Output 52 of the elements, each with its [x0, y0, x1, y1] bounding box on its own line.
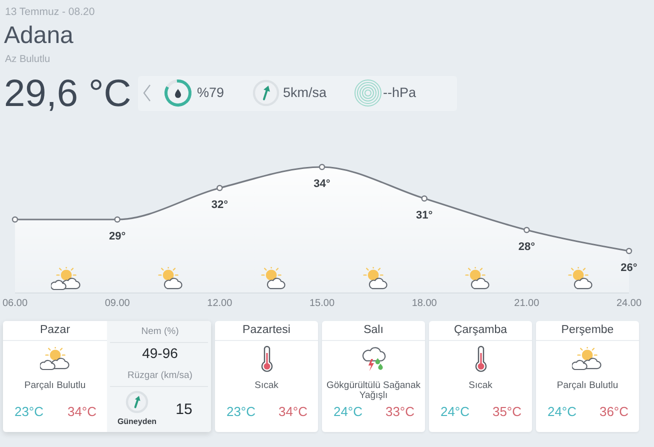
text: Az Bulutlu — [5, 54, 50, 66]
point — [318, 164, 326, 170]
point — [524, 226, 530, 234]
data-label: 28° — [518, 241, 535, 253]
point — [12, 216, 18, 223]
text: 5km/sa — [283, 84, 327, 102]
x-tick-label: 24.00 — [616, 298, 642, 310]
annotation: Nem (%) — [141, 326, 179, 338]
text: --hPa — [383, 84, 416, 102]
annotation: Güneyden — [117, 417, 157, 427]
data-label: 31° — [416, 210, 433, 222]
data-label: 29° — [109, 230, 126, 242]
data-label: 34° — [314, 178, 330, 190]
x-tick-label: 21.00 — [514, 298, 540, 310]
text: Adana — [4, 22, 74, 50]
annotation: 49-96 — [142, 344, 178, 362]
category-label: Çarşamba — [454, 324, 508, 338]
category-label: Perşembe — [561, 324, 614, 338]
category-label: Salı — [364, 324, 384, 338]
annotation: 23°C — [14, 404, 44, 420]
text: %79 — [197, 84, 224, 102]
x-tick-label: 12.00 — [207, 298, 233, 310]
x-tick-label: 18.00 — [412, 298, 438, 310]
annotation: 24°C — [333, 404, 363, 420]
annotation: 24°C — [440, 404, 470, 420]
annotation: Sıcak — [254, 380, 280, 392]
annotation: 35°C — [492, 404, 522, 420]
annotation: 36°C — [599, 404, 629, 420]
annotation: Gökgürültülü Sağanak Yağışlı — [325, 380, 422, 401]
point — [626, 248, 632, 254]
point — [114, 216, 120, 223]
point — [216, 184, 223, 192]
annotation: 23°C — [226, 404, 256, 420]
annotation: 34°C — [278, 404, 308, 420]
x-tick-label: 15.00 — [309, 298, 335, 310]
annotation: Parçalı Bulutlu — [23, 380, 87, 392]
data-label: 32° — [211, 199, 228, 211]
point — [421, 195, 428, 202]
text: 29,6 °C — [4, 72, 132, 118]
annotation: 34°C — [67, 404, 97, 420]
annotation: Parçalı Bulutlu — [556, 380, 620, 392]
category-label: Pazar — [40, 324, 70, 338]
x-tick-label: 06.00 — [2, 298, 28, 310]
annotation: 33°C — [385, 404, 415, 420]
annotation: Sıcak — [468, 380, 494, 392]
annotation: 24°C — [547, 404, 577, 420]
annotation: 15 — [176, 401, 192, 419]
x-tick-label: 09.00 — [104, 298, 130, 310]
annotation: Rüzgar (km/sa) — [128, 370, 192, 382]
text: 13 Temmuz - 08.20 — [5, 6, 95, 18]
data-label: 26° — [620, 262, 638, 274]
category-label: Pazartesi — [242, 324, 290, 338]
